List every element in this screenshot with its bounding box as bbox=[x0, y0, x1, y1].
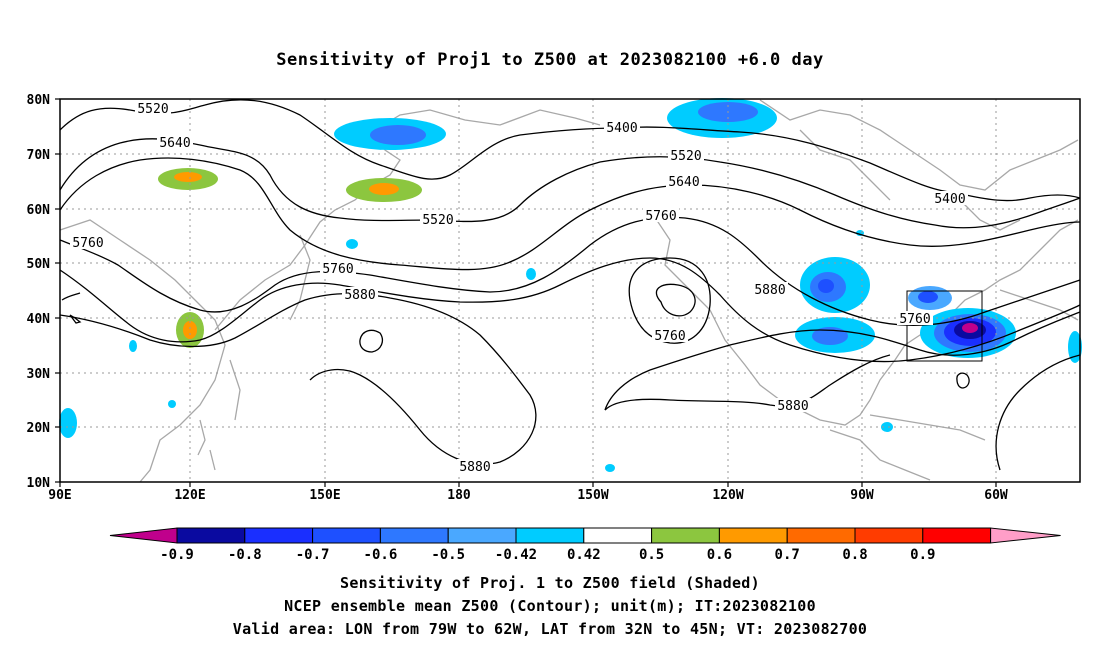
contour-label: 5640 bbox=[159, 136, 190, 151]
contour-label: 5400 bbox=[606, 121, 637, 136]
contour-label: 5760 bbox=[322, 262, 353, 277]
x-tick-label: 90E bbox=[48, 488, 71, 503]
negative-sensitivity-area bbox=[526, 268, 536, 280]
colorbar-segment bbox=[244, 527, 314, 544]
colorbar-label: -0.9 bbox=[160, 547, 194, 563]
y-tick-label: 40N bbox=[27, 312, 51, 327]
map-area: 5520 5640 5760 5760 5880 5520 5400 5520 … bbox=[59, 98, 1082, 483]
caption-line-1: Sensitivity of Proj. 1 to Z500 field (Sh… bbox=[340, 574, 760, 592]
valid-area-box bbox=[906, 290, 983, 362]
colorbar-segment bbox=[515, 527, 585, 544]
colorbar-segment bbox=[379, 527, 449, 544]
colorbar-label: 0.42 bbox=[567, 547, 601, 563]
x-tick-label: 90W bbox=[850, 488, 874, 503]
caption-line-2: NCEP ensemble mean Z500 (Contour); unit(… bbox=[284, 597, 816, 615]
colorbar-label: 0.6 bbox=[707, 547, 732, 563]
contour-label: 5760 bbox=[645, 209, 676, 224]
x-tick-label: 180 bbox=[447, 488, 471, 503]
negative-sensitivity-area bbox=[168, 400, 176, 408]
colorbar-label: -0.8 bbox=[228, 547, 262, 563]
y-tick-label: 30N bbox=[27, 367, 51, 382]
colorbar-label: 0.5 bbox=[639, 547, 664, 563]
positive-sensitivity-core bbox=[183, 321, 197, 339]
colorbar-label: -0.42 bbox=[495, 547, 537, 563]
y-tick-label: 60N bbox=[27, 203, 51, 218]
colorbar-label: -0.6 bbox=[364, 547, 398, 563]
colorbar-segment bbox=[176, 527, 246, 544]
figure-title: Sensitivity of Proj1 to Z500 at 20230821… bbox=[276, 50, 824, 70]
x-tick-label: 120W bbox=[712, 488, 743, 503]
y-tick-label: 80N bbox=[27, 93, 51, 108]
y-tick-label: 70N bbox=[27, 148, 51, 163]
colorbar-segment bbox=[922, 527, 992, 544]
contour-label: 5520 bbox=[137, 102, 168, 117]
positive-sensitivity-core bbox=[369, 183, 399, 195]
colorbar-label: 0.8 bbox=[842, 547, 867, 563]
colorbar-segment bbox=[786, 527, 856, 544]
colorbar-label: -0.5 bbox=[431, 547, 465, 563]
negative-sensitivity-core bbox=[818, 279, 834, 293]
contour-label: 5520 bbox=[670, 149, 701, 164]
contour-label: 5520 bbox=[422, 213, 453, 228]
contour-label: 5640 bbox=[668, 175, 699, 190]
contour-label: 5760 bbox=[654, 329, 685, 344]
colorbar-max-arrow bbox=[990, 527, 1061, 544]
colorbar-segment bbox=[447, 527, 517, 544]
max-negative-sensitivity bbox=[962, 323, 978, 333]
contour-label: 5760 bbox=[899, 312, 930, 327]
colorbar-label: 0.9 bbox=[910, 547, 935, 563]
x-tick-label: 150E bbox=[309, 488, 340, 503]
negative-sensitivity-area bbox=[129, 340, 137, 352]
contour-label: 5880 bbox=[777, 399, 808, 414]
contour-label: 5880 bbox=[459, 460, 490, 475]
negative-sensitivity-area bbox=[605, 464, 615, 472]
negative-sensitivity-area bbox=[59, 408, 77, 438]
x-tick-label: 60W bbox=[984, 488, 1008, 503]
colorbar: -0.9 -0.8 -0.7 -0.6 -0.5 -0.42 0.42 0.5 0.6 0.7 0.… bbox=[109, 527, 1061, 563]
z500-contours bbox=[59, 99, 1081, 471]
y-tick-label: 10N bbox=[27, 476, 51, 491]
caption-line-3: Valid area: LON from 79W to 62W, LAT fro… bbox=[232, 620, 868, 638]
tick-marks bbox=[55, 98, 997, 487]
gridlines bbox=[60, 99, 1080, 482]
colorbar-segment bbox=[718, 527, 788, 544]
contour-label: 5880 bbox=[344, 288, 375, 303]
colorbar-label: 0.7 bbox=[775, 547, 800, 563]
map-frame bbox=[59, 98, 1081, 483]
colorbar-min-arrow bbox=[109, 527, 178, 544]
x-tick-label: 150W bbox=[577, 488, 608, 503]
negative-sensitivity-area bbox=[346, 239, 358, 249]
colorbar-label: -0.7 bbox=[296, 547, 330, 563]
y-tick-label: 20N bbox=[27, 421, 51, 436]
x-tick-label: 120E bbox=[174, 488, 205, 503]
negative-sensitivity-core bbox=[918, 291, 938, 303]
y-tick-label: 50N bbox=[27, 257, 51, 272]
colorbar-segment bbox=[312, 527, 381, 544]
colorbar-segment bbox=[651, 527, 720, 544]
contour-label: 5880 bbox=[754, 283, 785, 298]
colorbar-segment bbox=[854, 527, 924, 544]
negative-sensitivity-core bbox=[370, 125, 426, 145]
positive-sensitivity-core bbox=[174, 172, 202, 182]
sensitivity-shading bbox=[59, 98, 1082, 472]
negative-sensitivity-area bbox=[881, 422, 893, 432]
negative-sensitivity-core bbox=[812, 327, 848, 345]
contour-label: 5400 bbox=[934, 192, 965, 207]
colorbar-segment bbox=[583, 527, 653, 544]
contour-label: 5760 bbox=[72, 236, 103, 251]
